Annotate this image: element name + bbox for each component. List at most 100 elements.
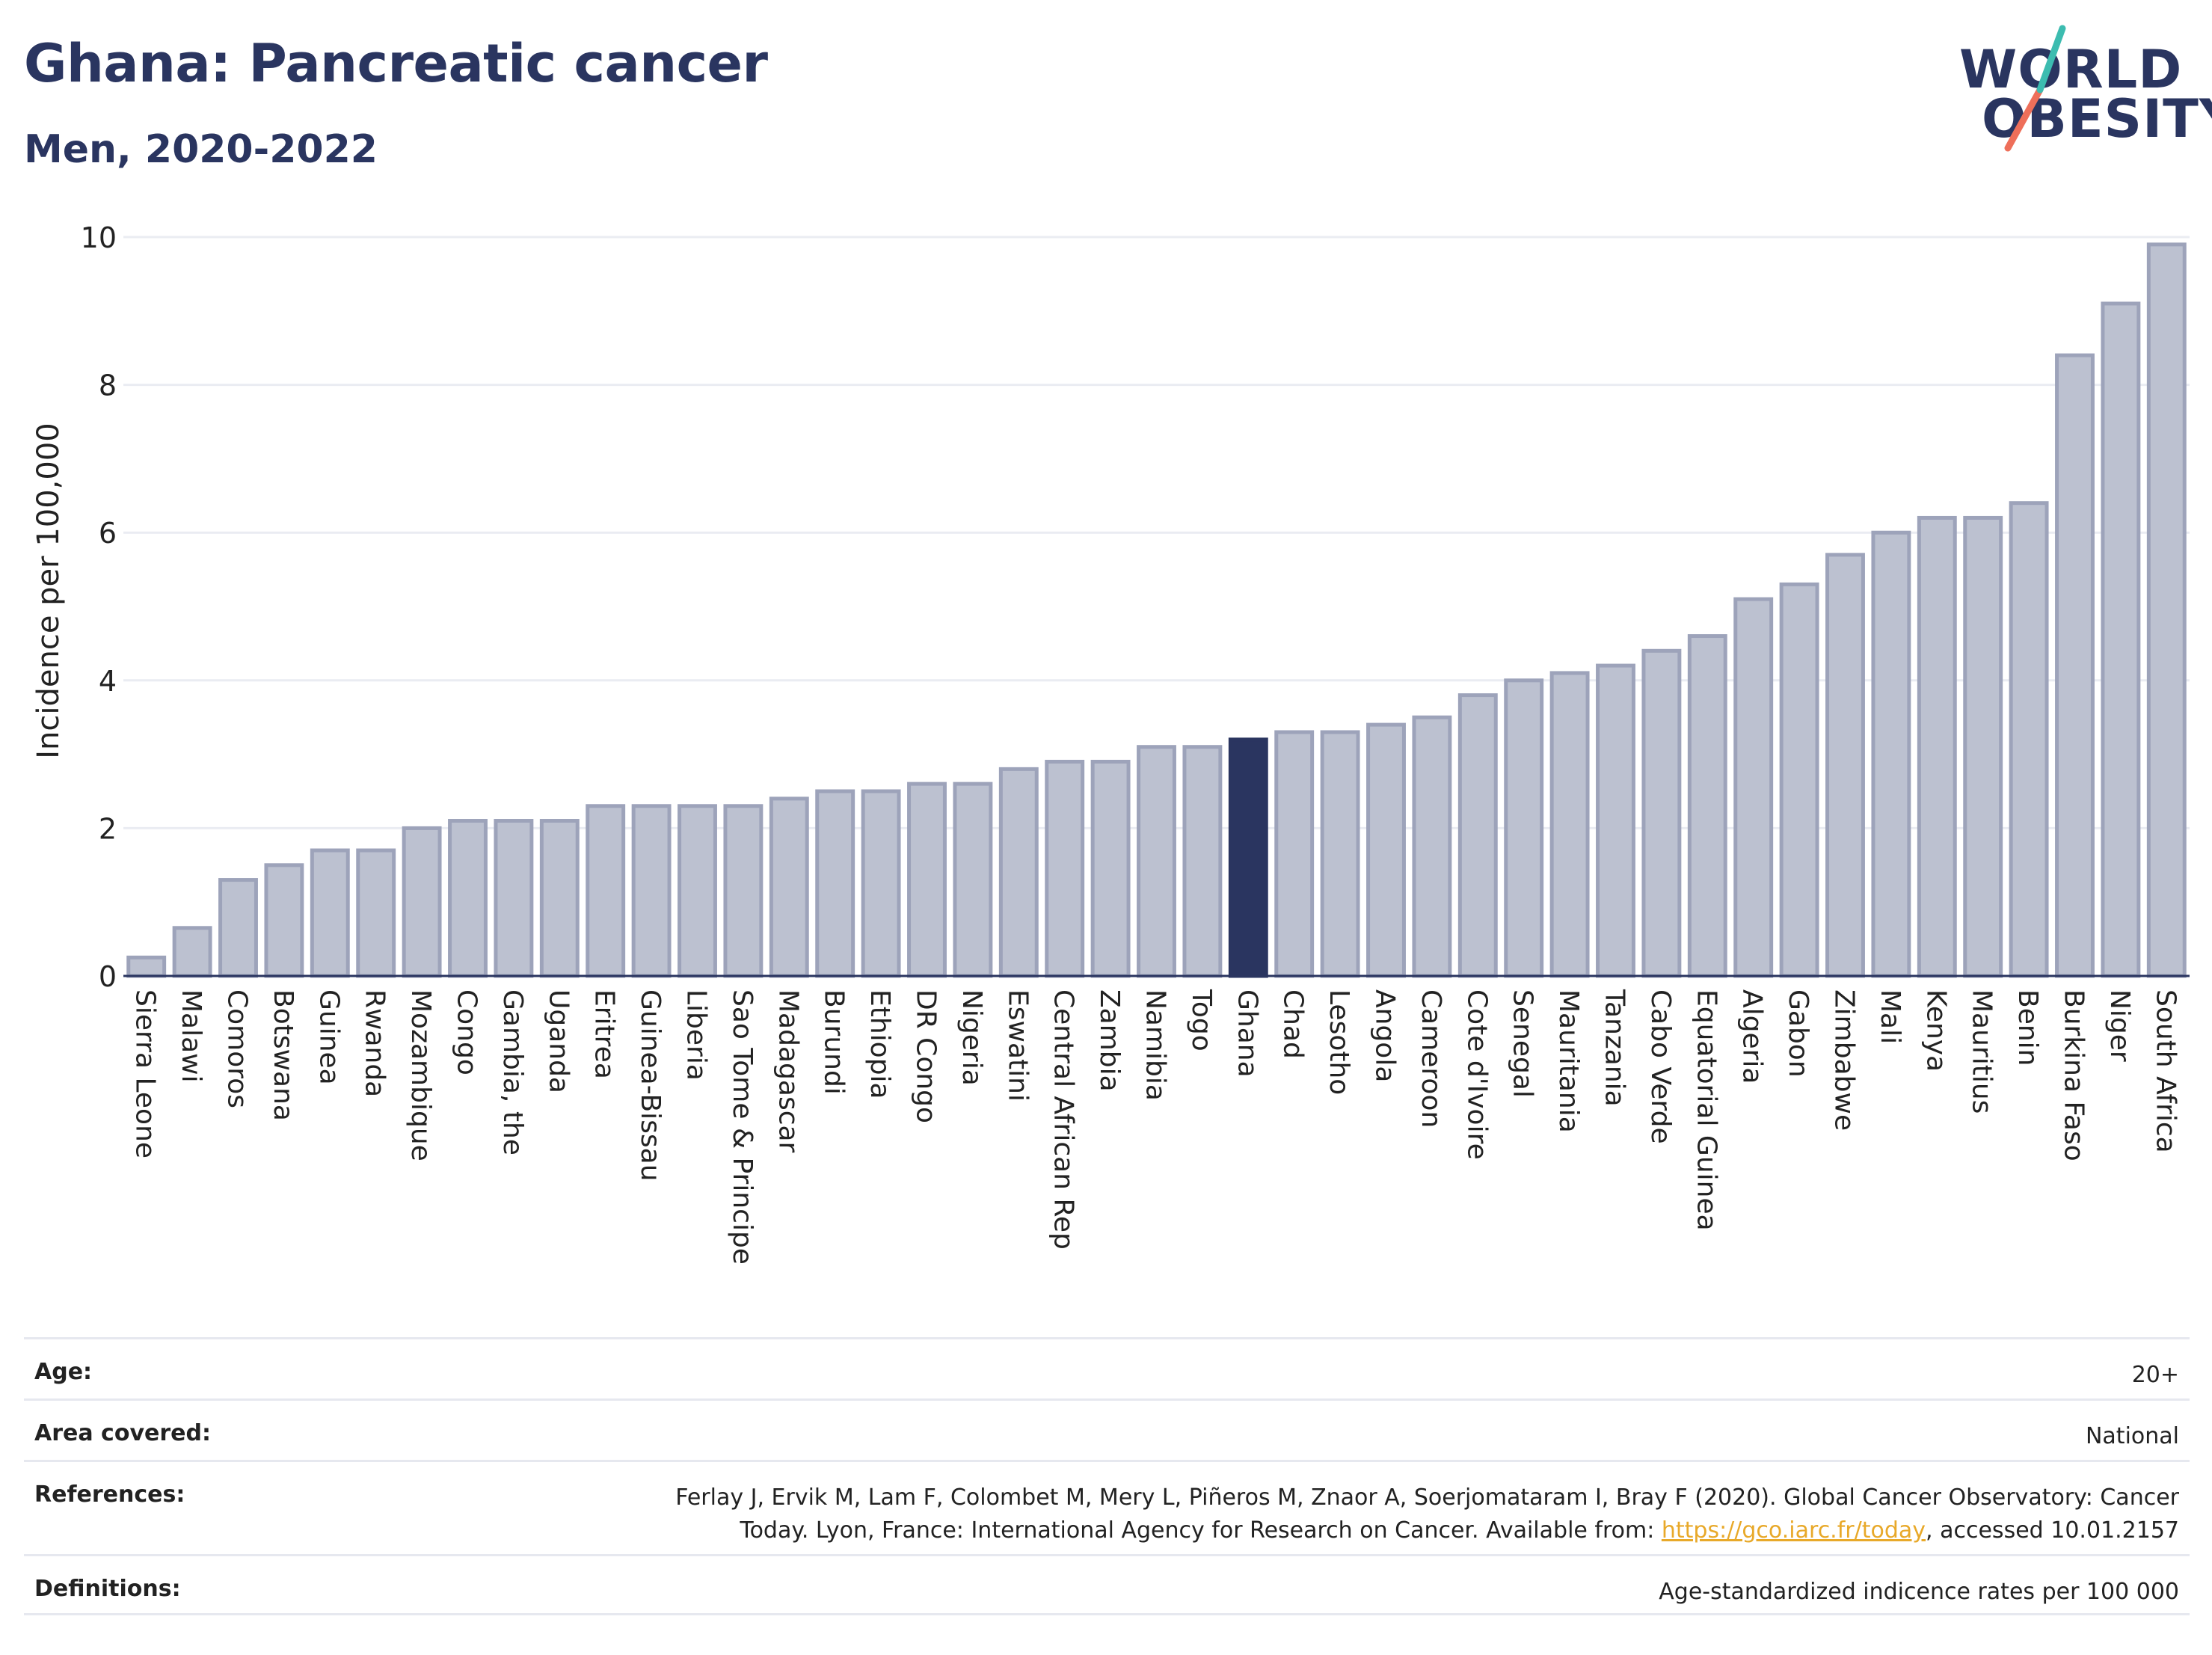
x-tick-label: Botswana: [268, 989, 298, 1121]
x-tick-label: Madagascar: [772, 989, 803, 1153]
x-tick-label: Liberia: [681, 989, 712, 1081]
x-tick-label: Ghana: [1232, 989, 1262, 1078]
x-tick-label: Congo: [452, 989, 482, 1075]
area-value: National: [2085, 1423, 2179, 1449]
references-line1: Ferlay J, Ervik M, Lam F, Colombet M, Me…: [675, 1484, 2179, 1511]
bar: [2009, 501, 2049, 978]
bar: [1274, 730, 1315, 978]
x-tick-label: Burundi: [819, 989, 850, 1095]
x-tick-label: Namibia: [1140, 989, 1171, 1101]
bar: [815, 789, 855, 978]
bar: [586, 804, 626, 978]
meta-row-references: References: Ferlay J, Ervik M, Lam F, Co…: [24, 1460, 2190, 1554]
y-axis-ticks: 0 2 4 6 8 10: [81, 221, 117, 993]
x-tick-label: Eswatini: [1002, 989, 1033, 1102]
bar: [1917, 515, 1957, 978]
x-tick-label: Rwanda: [360, 989, 390, 1097]
x-tick-label: Benin: [2012, 989, 2043, 1066]
references-link[interactable]: https://gco.iarc.fr/today: [1661, 1517, 1926, 1544]
x-tick-label: Gambia, the: [497, 989, 528, 1155]
bar: [1687, 634, 1727, 978]
x-axis-labels: Sierra Leone Malawi Comoros Botswana Guinea R…: [130, 989, 2181, 1265]
bar: [1457, 693, 1498, 978]
bar: [172, 926, 212, 978]
page-title: Ghana: Pancreatic cancer: [24, 33, 768, 94]
x-tick-label: Zimbabwe: [1829, 989, 1860, 1131]
bar: [1963, 515, 2003, 978]
x-tick-label: Sao Tome & Principe: [727, 989, 758, 1265]
bar: [953, 782, 993, 978]
x-tick-label: Equatorial Guinea: [1691, 989, 1721, 1231]
x-tick-label: Central African Rep: [1048, 989, 1079, 1250]
meta-row-definitions: Definitions: Age-standardized indicence …: [24, 1554, 2190, 1615]
bar: [861, 789, 901, 978]
x-tick-label: Burkina Faso: [2059, 989, 2089, 1161]
age-label: Age:: [34, 1359, 93, 1385]
definitions-value: Age-standardized indicence rates per 100…: [1659, 1579, 2179, 1605]
x-tick-label: Uganda: [543, 989, 574, 1093]
x-tick-label: Chad: [1278, 989, 1309, 1059]
bar: [218, 878, 258, 978]
x-tick-label: Guinea-Bissau: [635, 989, 666, 1182]
bar: [2055, 353, 2095, 978]
logo-slash-icon: [2004, 25, 2066, 152]
x-tick-label: Tanzania: [1600, 989, 1630, 1107]
x-tick-label: South Africa: [2150, 989, 2181, 1153]
x-tick-label: Mozambique: [405, 989, 436, 1161]
bar: [1412, 715, 1452, 978]
bar: [448, 819, 488, 978]
y-tick-label: 8: [99, 369, 117, 402]
bar: [1641, 648, 1682, 978]
x-tick-label: Comoros: [222, 989, 253, 1108]
definitions-label: Definitions:: [34, 1576, 181, 1602]
x-tick-label: Malawi: [176, 989, 206, 1083]
meta-row-age: Age: 20+: [24, 1337, 2190, 1398]
y-tick-label: 0: [99, 960, 117, 993]
x-tick-label: Sierra Leone: [130, 989, 161, 1158]
bar: [907, 782, 947, 978]
references-label: References:: [34, 1481, 185, 1508]
bar: [1504, 678, 1544, 978]
bar: [1182, 745, 1223, 978]
x-tick-label: DR Congo: [911, 989, 941, 1123]
bar: [1366, 722, 1406, 978]
x-tick-label: Niger: [2104, 989, 2135, 1062]
x-tick-label: Mauritania: [1553, 989, 1584, 1133]
bars: [126, 242, 2187, 978]
x-tick-label: Kenya: [1920, 989, 1951, 1072]
x-tick-label: Cote d'Ivoire: [1461, 989, 1492, 1160]
x-tick-label: Eritrea: [589, 989, 620, 1079]
y-tick-label: 2: [99, 812, 117, 845]
references-value: Ferlay J, Ervik M, Lam F, Colombet M, Me…: [675, 1462, 2190, 1547]
x-tick-label: Nigeria: [956, 989, 987, 1086]
bar: [402, 826, 442, 978]
x-tick-label: Ethiopia: [864, 989, 895, 1099]
x-tick-label: Lesotho: [1324, 989, 1354, 1095]
age-value: 20+: [2131, 1362, 2179, 1388]
bar: [769, 796, 809, 978]
world-obesity-logo: WORLD OBESITY: [1944, 22, 2212, 157]
bar: [126, 955, 167, 978]
bar: [2146, 242, 2187, 978]
x-tick-label: Mali: [1875, 989, 1905, 1044]
y-axis-label: Incidence per 100,000: [31, 423, 66, 759]
logo-line2: OBESITY: [1982, 88, 2212, 150]
bar: [1596, 663, 1635, 978]
bar: [494, 819, 534, 978]
x-tick-label: Togo: [1186, 989, 1217, 1051]
bar: [1549, 671, 1590, 978]
bar: [2101, 301, 2141, 978]
y-tick-label: 10: [81, 221, 117, 254]
y-tick-label: 4: [99, 665, 117, 698]
bar: [1090, 759, 1131, 978]
x-tick-label: Cabo Verde: [1645, 989, 1676, 1144]
bar: [1733, 597, 1774, 978]
bar: [723, 804, 764, 978]
bar-chart: 0 2 4 6 8 10 Incidence per 100,000 Sierra Leo…: [31, 221, 2190, 1265]
bar: [1320, 730, 1360, 978]
bar: [310, 848, 350, 978]
bar: [539, 819, 580, 978]
x-tick-label: Cameroon: [1416, 989, 1446, 1128]
bar: [1871, 530, 1911, 978]
page-subtitle: Men, 2020-2022: [24, 127, 378, 172]
